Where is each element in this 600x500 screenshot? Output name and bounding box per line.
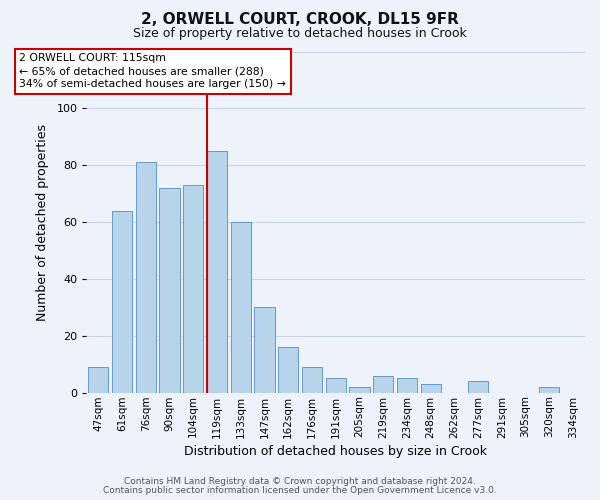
Bar — [278, 347, 298, 393]
Bar — [349, 387, 370, 392]
Bar — [302, 367, 322, 392]
Bar — [326, 378, 346, 392]
Bar — [136, 162, 156, 392]
Text: Contains public sector information licensed under the Open Government Licence v3: Contains public sector information licen… — [103, 486, 497, 495]
X-axis label: Distribution of detached houses by size in Crook: Distribution of detached houses by size … — [184, 444, 487, 458]
Bar — [421, 384, 441, 392]
Text: 2 ORWELL COURT: 115sqm
← 65% of detached houses are smaller (288)
34% of semi-de: 2 ORWELL COURT: 115sqm ← 65% of detached… — [19, 53, 286, 90]
Y-axis label: Number of detached properties: Number of detached properties — [37, 124, 49, 320]
Bar — [112, 210, 132, 392]
Bar — [468, 382, 488, 392]
Bar — [373, 376, 393, 392]
Text: Size of property relative to detached houses in Crook: Size of property relative to detached ho… — [133, 28, 467, 40]
Bar — [397, 378, 417, 392]
Bar — [254, 308, 275, 392]
Bar — [160, 188, 179, 392]
Bar — [230, 222, 251, 392]
Bar — [88, 367, 109, 392]
Text: 2, ORWELL COURT, CROOK, DL15 9FR: 2, ORWELL COURT, CROOK, DL15 9FR — [141, 12, 459, 28]
Text: Contains HM Land Registry data © Crown copyright and database right 2024.: Contains HM Land Registry data © Crown c… — [124, 477, 476, 486]
Bar — [183, 185, 203, 392]
Bar — [207, 151, 227, 392]
Bar — [539, 387, 559, 392]
